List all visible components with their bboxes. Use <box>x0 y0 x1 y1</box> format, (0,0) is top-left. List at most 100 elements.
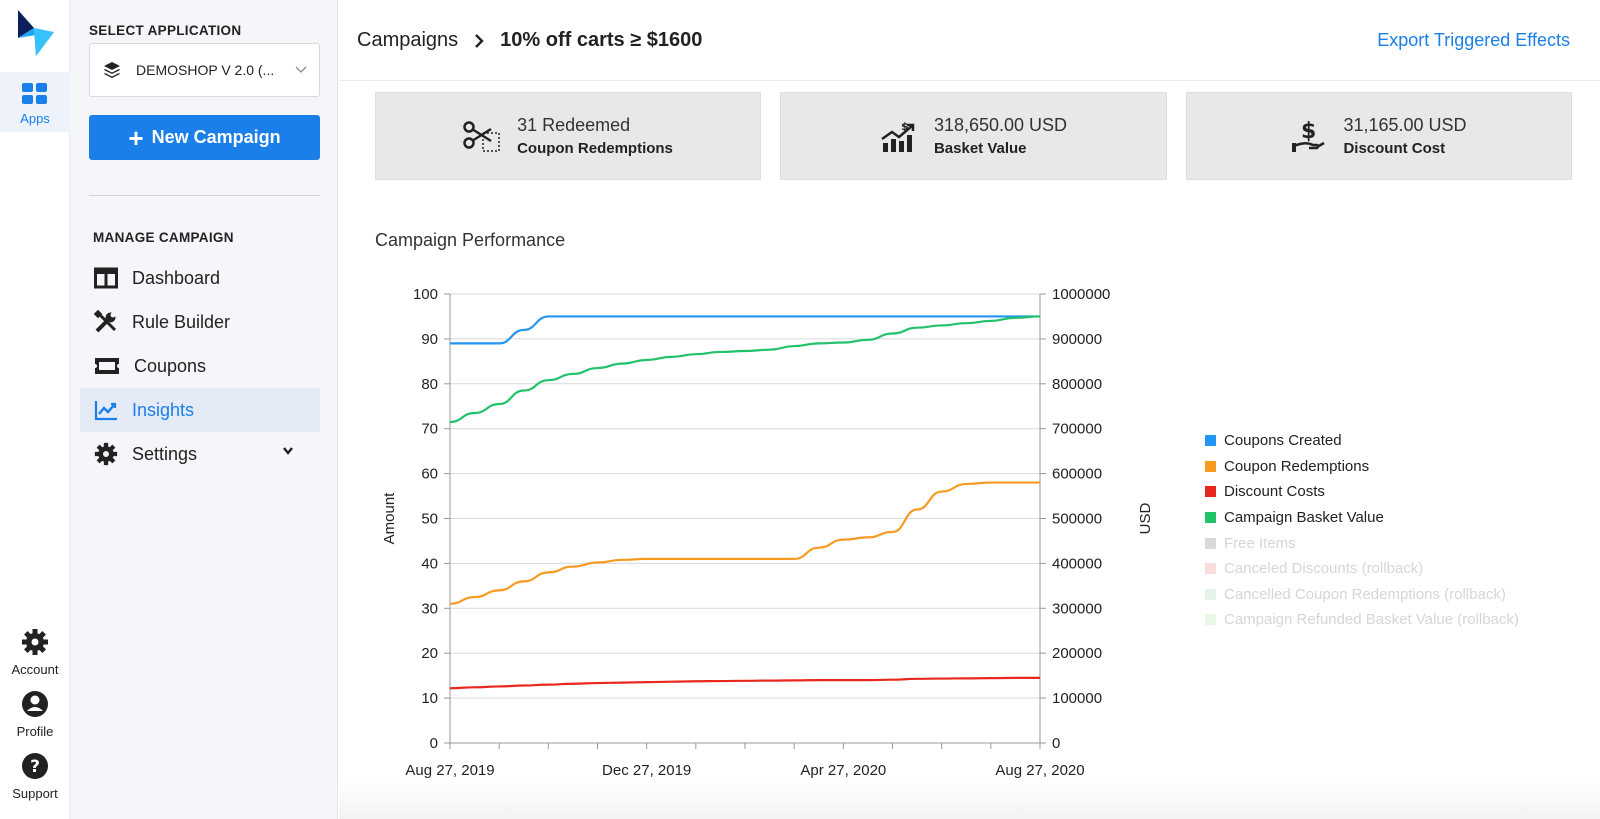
stat-value: 318,650.00 USD <box>933 115 1068 135</box>
nav-label-insights: Insights <box>132 399 195 420</box>
legend-label: Discount Costs <box>1224 483 1325 501</box>
legend-swatch <box>1205 435 1216 447</box>
nav-item-insights[interactable]: Insights <box>80 388 320 432</box>
trend-chart-icon <box>94 401 117 421</box>
nav-item-rule-builder[interactable]: Rule Builder <box>80 300 320 344</box>
app-rail: Apps Account Profile <box>0 0 70 819</box>
y-tick-label: 90 <box>421 331 438 348</box>
plus-icon: + <box>128 122 144 153</box>
stat-value: 31,165.00 USD <box>1343 115 1467 135</box>
legend-item[interactable]: Campaign Refunded Basket Value (rollback… <box>1205 607 1519 633</box>
legend-label: Canceled Discounts (rollback) <box>1224 560 1424 578</box>
chevron-down-icon[interactable] <box>282 446 294 456</box>
y-tick-label: 50 <box>421 511 438 528</box>
legend-swatch <box>1205 537 1216 549</box>
coupon-icon <box>94 358 120 374</box>
dashboard-icon <box>94 267 118 289</box>
chart-title: Campaign Performance <box>375 230 566 250</box>
rail-support-button[interactable]: ? Support <box>0 752 70 801</box>
nav-item-dashboard[interactable]: Dashboard <box>80 256 320 300</box>
brand-logo-icon <box>18 10 54 56</box>
series-line-coupons-created <box>449 315 1040 345</box>
y2-tick-label: 900000 <box>1052 331 1102 348</box>
hand-dollar-icon: $ <box>1292 119 1326 152</box>
chart-legend: Coupons Created Coupon Redemptions Discoun… <box>1205 428 1519 633</box>
legend-label: Cancelled Coupon Redemptions (rollback) <box>1224 585 1506 603</box>
legend-label: Free Items <box>1224 534 1296 552</box>
new-campaign-label: New Campaign <box>151 127 281 147</box>
y-tick-label: 20 <box>421 645 438 662</box>
tools-icon <box>94 310 117 333</box>
rail-profile-label: Profile <box>16 724 54 739</box>
y2-tick-label: 100000 <box>1052 690 1102 707</box>
svg-text:$: $ <box>901 120 909 133</box>
user-icon <box>22 691 48 717</box>
legend-swatch <box>1205 563 1216 575</box>
legend-item[interactable]: Discount Costs <box>1205 479 1519 505</box>
nav-label-dashboard: Dashboard <box>132 267 221 288</box>
y2-tick-label: 700000 <box>1052 421 1102 438</box>
campaign-nav: Dashboard Rule Builder Coupons <box>80 256 320 476</box>
y-tick-label: 60 <box>421 466 438 483</box>
legend-item[interactable]: Cancelled Coupon Redemptions (rollback) <box>1205 582 1519 608</box>
y-tick-label: 80 <box>421 376 438 393</box>
y2-tick-label: 1000000 <box>1052 286 1110 303</box>
sidebar-divider <box>89 195 320 196</box>
nav-label-coupons: Coupons <box>134 355 207 376</box>
layers-icon <box>104 62 120 78</box>
legend-swatch <box>1205 588 1216 600</box>
nav-item-settings[interactable]: Settings <box>80 432 320 476</box>
selected-application: DEMOSHOP V 2.0 (... <box>136 62 275 78</box>
legend-item[interactable]: Free Items <box>1205 530 1519 556</box>
stat-label: Coupon Redemptions <box>517 140 673 157</box>
scissors-coupon-icon <box>463 121 500 152</box>
select-application-label: SELECT APPLICATION <box>89 23 242 38</box>
page-title: 10% off carts ≥ $1600 <box>500 29 703 51</box>
new-campaign-button[interactable]: + New Campaign <box>89 115 320 160</box>
series-line-coupon-redemptions <box>449 481 1040 605</box>
legend-label: Coupon Redemptions <box>1224 457 1370 475</box>
y-tick-label: 30 <box>421 600 438 617</box>
y-axis-title: Amount <box>381 492 398 545</box>
y-tick-label: 40 <box>421 555 438 572</box>
series-line-discount-costs <box>449 676 1040 690</box>
x-tick-label: Apr 27, 2020 <box>800 762 886 779</box>
apps-grid-icon <box>22 83 47 104</box>
svg-text:?: ? <box>30 757 40 777</box>
legend-item[interactable]: Campaign Basket Value <box>1205 505 1519 531</box>
legend-swatch <box>1205 614 1216 626</box>
y2-tick-label: 600000 <box>1052 466 1102 483</box>
breadcrumb-campaigns-link[interactable]: Campaigns <box>357 29 459 51</box>
chevron-down-icon <box>295 66 307 73</box>
rail-apps-button[interactable]: Apps <box>0 72 70 132</box>
legend-item[interactable]: Canceled Discounts (rollback) <box>1205 556 1519 582</box>
legend-swatch <box>1205 512 1216 524</box>
manage-campaign-label: MANAGE CAMPAIGN <box>93 230 234 245</box>
rail-account-button[interactable]: Account <box>0 628 70 677</box>
stat-card-discount-cost: $ 31,165.00 USD Discount Cost <box>1186 92 1572 180</box>
x-tick-label: Aug 27, 2019 <box>405 762 494 779</box>
growth-dollar-icon: $ <box>881 120 915 152</box>
y-tick-label: 0 <box>430 735 438 752</box>
x-tick-label: Dec 27, 2019 <box>602 762 691 779</box>
rail-account-label: Account <box>11 662 59 677</box>
legend-label: Coupons Created <box>1224 432 1342 450</box>
rail-profile-button[interactable]: Profile <box>0 690 70 739</box>
export-triggered-effects-link[interactable]: Export Triggered Effects <box>1377 30 1570 50</box>
stat-redemptions-text: 31 Redeemed Coupon Redemptions <box>517 115 673 157</box>
x-tick-label: Aug 27, 2020 <box>995 762 1084 779</box>
legend-item[interactable]: Coupon Redemptions <box>1205 454 1519 480</box>
y-tick-label: 100 <box>413 286 438 303</box>
chevron-right-icon <box>475 33 484 48</box>
y2-axis-title: USD <box>1137 502 1154 534</box>
stat-card-redemptions: 31 Redeemed Coupon Redemptions <box>375 92 761 180</box>
stat-card-basket-value: $ 318,650.00 USD Basket Value <box>780 92 1167 180</box>
nav-label-rule-builder: Rule Builder <box>132 311 231 332</box>
application-select[interactable]: DEMOSHOP V 2.0 (... <box>89 43 320 97</box>
legend-item[interactable]: Coupons Created <box>1205 428 1519 454</box>
nav-item-coupons[interactable]: Coupons <box>80 344 320 388</box>
gear-icon <box>22 629 48 655</box>
stat-label: Basket Value <box>933 140 1027 157</box>
legend-label: Campaign Basket Value <box>1224 509 1384 527</box>
legend-label: Campaign Refunded Basket Value (rollback… <box>1224 611 1519 629</box>
